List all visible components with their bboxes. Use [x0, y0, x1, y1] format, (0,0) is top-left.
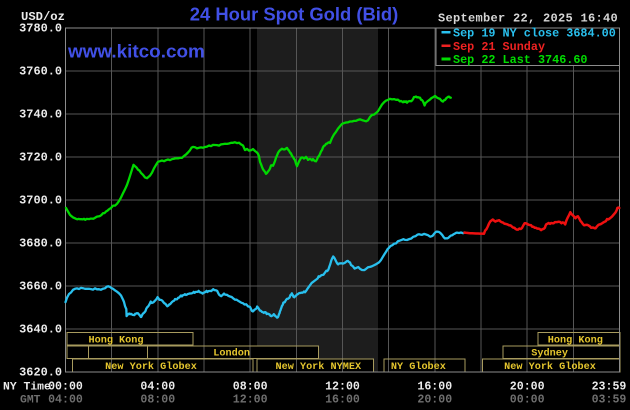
- svg-text:16:00: 16:00: [325, 394, 360, 407]
- svg-text:3780.0: 3780.0: [19, 21, 62, 35]
- svg-text:September 22, 2025 16:40: September 22, 2025 16:40: [438, 12, 618, 26]
- svg-text:3640.0: 3640.0: [19, 322, 62, 336]
- svg-text:Hong Kong: Hong Kong: [548, 335, 603, 346]
- svg-text:08:00: 08:00: [233, 381, 268, 394]
- svg-text:New York NYMEX: New York NYMEX: [276, 361, 362, 373]
- svg-text:00:00: 00:00: [510, 394, 545, 407]
- svg-text:Sep 19 NY close 3684.00: Sep 19 NY close 3684.00: [453, 27, 616, 41]
- svg-text:12:00: 12:00: [325, 381, 360, 394]
- svg-text:23:59: 23:59: [592, 381, 627, 394]
- svg-text:Sydney: Sydney: [531, 348, 568, 360]
- svg-text:20:00: 20:00: [417, 394, 452, 407]
- svg-text:3760.0: 3760.0: [19, 64, 62, 78]
- svg-text:New York Globex: New York Globex: [105, 361, 197, 373]
- svg-text:3680.0: 3680.0: [19, 236, 62, 250]
- svg-text:Sep 21 Sunday: Sep 21 Sunday: [453, 40, 545, 54]
- svg-text:NY Globex: NY Globex: [391, 361, 446, 373]
- svg-text:3720.0: 3720.0: [19, 150, 62, 164]
- svg-text:00:00: 00:00: [48, 381, 83, 394]
- svg-text:Sep 22 Last 3746.60: Sep 22 Last 3746.60: [453, 53, 588, 67]
- svg-text:12:00: 12:00: [233, 394, 268, 407]
- svg-text:04:00: 04:00: [48, 394, 83, 407]
- svg-text:3740.0: 3740.0: [19, 107, 62, 121]
- svg-text:08:00: 08:00: [140, 394, 175, 407]
- svg-text:New York Globex: New York Globex: [504, 361, 596, 373]
- svg-text:03:59: 03:59: [592, 394, 627, 407]
- svg-text:London: London: [213, 348, 250, 360]
- svg-text:3660.0: 3660.0: [19, 279, 62, 293]
- svg-text:3700.0: 3700.0: [19, 193, 62, 207]
- svg-text:USD/oz: USD/oz: [21, 10, 65, 24]
- svg-text:NY Time: NY Time: [3, 382, 51, 394]
- svg-text:GMT: GMT: [20, 395, 41, 407]
- svg-text:Hong Kong: Hong Kong: [88, 335, 143, 346]
- svg-text:www.kitco.com: www.kitco.com: [67, 42, 205, 63]
- svg-text:04:00: 04:00: [140, 381, 175, 394]
- svg-text:16:00: 16:00: [417, 381, 452, 394]
- svg-text:24 Hour Spot Gold (Bid): 24 Hour Spot Gold (Bid): [190, 4, 398, 25]
- svg-text:3620.0: 3620.0: [19, 365, 62, 379]
- svg-text:20:00: 20:00: [510, 381, 545, 394]
